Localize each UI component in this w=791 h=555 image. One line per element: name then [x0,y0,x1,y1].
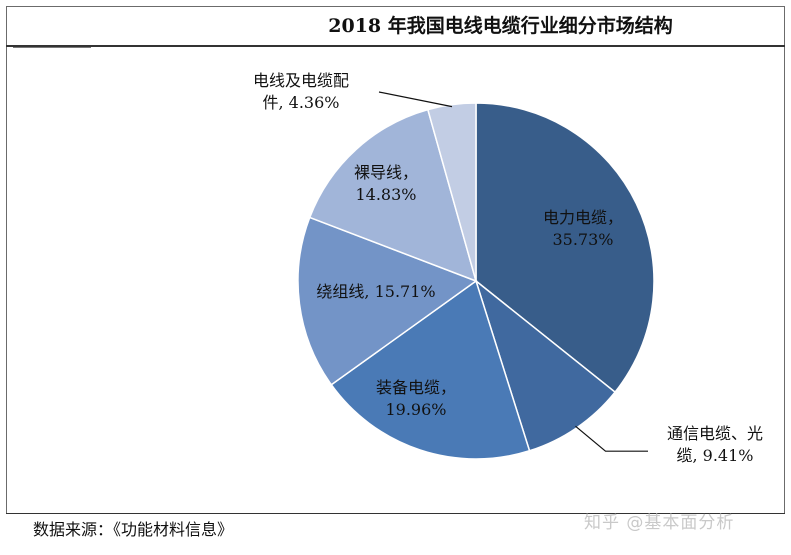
chart-frame [6,6,785,514]
slice-label-4-line-1: 绕组线, 15.71% [316,282,435,301]
slice-label-1-line-1: 电力电缆， [543,208,623,227]
slice-label-2-line-1: 通信电缆、光 [667,424,763,443]
slice-label-6: 电线及电缆配件, 4.36% [253,71,349,112]
slice-label-4: 绕组线, 15.71% [316,282,435,301]
slice-label-6-line-2: 件, 4.36% [262,93,339,112]
pie-slice-6 [426,102,477,282]
leader-line-6 [378,91,453,108]
source-note: 数据来源：《功能材料信息》 [33,520,234,539]
slice-label-3: 装备电缆， 19.96% [376,378,456,419]
top-rule [7,6,784,7]
slice-label-5: 裸导线， 14.83% [354,163,418,204]
pie-slice-1 [475,102,655,394]
slice-label-1: 电力电缆， 35.73% [543,208,623,249]
slice-label-1-line-2: 35.73% [552,230,613,249]
title-underline-stub [13,47,91,48]
pie-slice-3 [330,279,531,460]
pie-slice-5 [308,108,478,283]
leader-line-2 [575,425,648,452]
bottom-rule [6,513,785,514]
slice-label-2-line-2: 缆, 9.41% [676,446,753,465]
slice-label-5-line-1: 裸导线， [354,163,418,182]
slice-label-2: 通信电缆、光缆, 9.41% [667,424,763,465]
slice-label-6-line-1: 电线及电缆配 [253,71,349,90]
slice-label-3-line-1: 装备电缆， [376,378,456,397]
watermark: 知乎 @基本面分析 [584,513,735,533]
slice-label-5-line-2: 14.83% [355,185,416,204]
pie-slice-4 [297,216,478,386]
chart-title: 2018 年我国电线电缆行业细分市场结构 [6,7,785,47]
slice-label-3-line-2: 19.96% [385,400,446,419]
